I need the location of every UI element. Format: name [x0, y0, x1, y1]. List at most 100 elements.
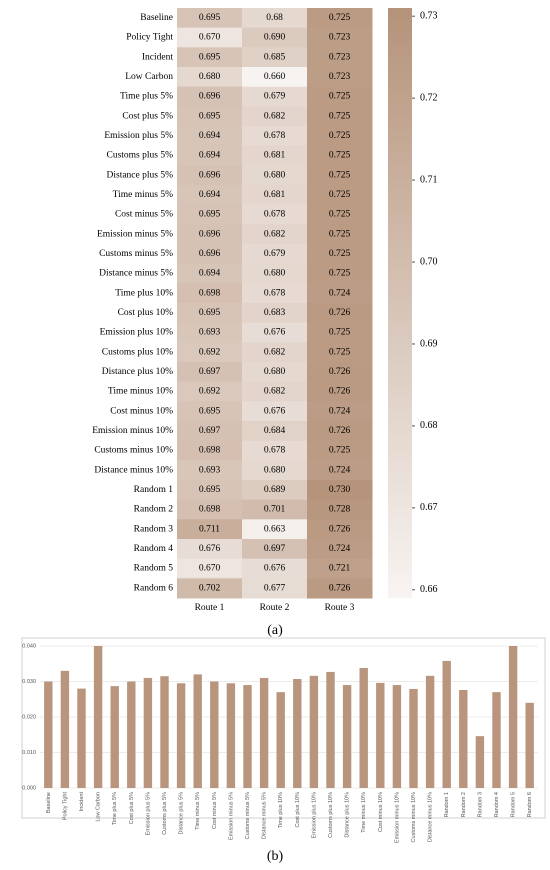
bar [475, 736, 485, 788]
heatmap-cell [177, 558, 243, 579]
cell-label: 0.724 [329, 406, 351, 416]
row-label: Cost minus 5% [115, 210, 173, 220]
heatmap-cell [307, 244, 373, 265]
heatmap-cell [242, 244, 308, 265]
heatmap-cell [307, 440, 373, 461]
cell-label: 0.725 [329, 151, 351, 161]
cell-label: 0.683 [264, 308, 286, 318]
cell-label: 0.682 [264, 111, 286, 121]
bar [77, 688, 86, 788]
bar [210, 681, 219, 788]
x-tick-label: Time plus 5% [112, 792, 118, 825]
cell-label: 0.726 [329, 583, 351, 593]
heatmap-cell [307, 126, 373, 147]
cell-label: 0.728 [329, 505, 351, 515]
heatmap-cell [307, 421, 373, 442]
heatmap-cell [307, 165, 373, 186]
row-label: Distance plus 10% [102, 367, 173, 377]
row-label: Baseline [140, 13, 173, 23]
cell-label: 0.692 [199, 347, 221, 357]
cell-label: 0.695 [199, 308, 221, 318]
x-tick-label: Cost minus 5% [212, 792, 218, 829]
heatmap-cell [177, 381, 243, 402]
heatmap-cell [307, 381, 373, 402]
cell-label: 0.725 [329, 111, 351, 121]
x-tick-label: Policy Tight [62, 792, 68, 821]
heatmap-cell [177, 401, 243, 422]
x-tick-label: Customs minus 5% [245, 792, 251, 839]
bar [409, 688, 418, 788]
row-label: Customs plus 5% [106, 151, 173, 161]
cell-label: 0.723 [329, 33, 351, 43]
heatmap-cell [307, 322, 373, 343]
row-label: Cost minus 10% [110, 406, 173, 416]
heatmap-cell [242, 440, 308, 461]
cell-label: 0.692 [199, 387, 221, 397]
cell-label: 0.680 [199, 72, 221, 82]
heatmap-cell [177, 460, 243, 481]
x-tick-label: Distance minus 5% [262, 792, 268, 839]
row-label: Time plus 10% [115, 288, 173, 298]
cell-label: 0.697 [199, 426, 221, 436]
cell-label: 0.695 [199, 485, 221, 495]
row-label: Time minus 10% [108, 387, 173, 397]
row-label: Customs minus 10% [94, 446, 173, 456]
heatmap-cell [307, 86, 373, 107]
heatmap-cell [307, 145, 373, 166]
bar [276, 692, 285, 788]
heatmap-cell [177, 362, 243, 383]
cell-label: 0.725 [329, 229, 351, 239]
x-tick-label: Random 4 [494, 792, 500, 817]
cell-label: 0.660 [264, 72, 286, 82]
cell-label: 0.726 [329, 524, 351, 534]
heatmap-cell [307, 185, 373, 206]
cell-label: 0.680 [264, 465, 286, 475]
cell-label: 0.693 [199, 465, 221, 475]
colorbar-tick-label: 0.72 [420, 92, 438, 103]
heatmap-cell [177, 283, 243, 304]
bar [525, 702, 534, 788]
cell-label: 0.724 [329, 544, 351, 554]
cell-label: 0.726 [329, 387, 351, 397]
row-label: Random 3 [134, 524, 174, 534]
cell-label: 0.724 [329, 288, 351, 298]
bar [508, 646, 518, 788]
y-tick-label: 0.010 [22, 750, 36, 756]
row-label: Random 6 [134, 583, 174, 593]
cell-label: 0.725 [329, 210, 351, 220]
heatmap-cell [177, 519, 243, 540]
x-tick-label: Customs plus 10% [328, 792, 334, 838]
colorbar-tick-label: 0.67 [420, 502, 438, 513]
cell-label: 0.723 [329, 52, 351, 62]
cell-label: 0.694 [199, 269, 221, 279]
cell-label: 0.68 [266, 13, 283, 23]
cell-label: 0.725 [329, 131, 351, 141]
cell-label: 0.670 [199, 564, 221, 574]
heatmap-cell [307, 499, 373, 520]
cell-label: 0.696 [199, 170, 221, 180]
heatmap-cell [242, 480, 308, 501]
row-label: Cost plus 5% [122, 111, 173, 121]
heatmap-cell [242, 342, 308, 363]
heatmap-cell [307, 558, 373, 579]
heatmap-cell [177, 185, 243, 206]
cell-label: 0.680 [264, 170, 286, 180]
cell-label: 0.724 [329, 465, 351, 475]
heatmap-cell [307, 519, 373, 540]
heatmap-cell [307, 106, 373, 127]
heatmap-cell [177, 106, 243, 127]
heatmap-cell [242, 381, 308, 402]
cell-label: 0.725 [329, 190, 351, 200]
bar [459, 690, 468, 788]
cell-label: 0.725 [329, 328, 351, 338]
heatmap-cell [307, 362, 373, 383]
cell-label: 0.682 [264, 347, 286, 357]
column-label: Route 1 [195, 603, 225, 613]
cell-label: 0.663 [264, 524, 286, 534]
cell-label: 0.682 [264, 387, 286, 397]
heatmap-cell [307, 283, 373, 304]
cell-label: 0.685 [264, 52, 286, 62]
cell-label: 0.725 [329, 446, 351, 456]
x-tick-label: Emission plus 10% [311, 792, 317, 839]
